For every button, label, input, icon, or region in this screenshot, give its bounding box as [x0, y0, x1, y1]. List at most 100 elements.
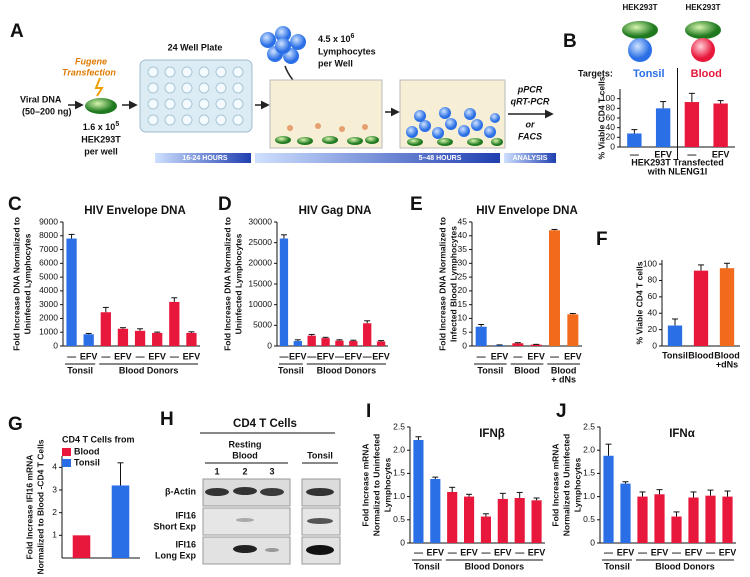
x-tick-label: EFV	[712, 149, 730, 159]
schematic: A Fugene Transfection Viral DNA (50–200 …	[10, 21, 556, 163]
group-label: Blood Donors	[119, 365, 179, 375]
y-tick-label: 7000	[39, 244, 58, 254]
y-tick-label: 15	[458, 299, 468, 309]
panel-letter: A	[10, 21, 24, 42]
y-tick-label: 40	[606, 122, 616, 132]
timeline-bar	[504, 153, 556, 163]
y-axis-label: Normalized to Uninfected	[561, 434, 571, 536]
chart-title: IFNβ	[479, 428, 505, 440]
x-tick-label: —	[515, 547, 524, 557]
row-label: IFI16	[175, 510, 196, 520]
y-tick-label: 1.0	[583, 491, 595, 501]
y-tick-label: 2.5	[393, 421, 405, 431]
bar	[307, 335, 316, 346]
bar	[413, 439, 424, 543]
bar	[627, 133, 642, 147]
y-tick-label: 30000	[248, 216, 272, 226]
lane-label: 1	[214, 466, 219, 476]
plate-label: 24 Well Plate	[168, 42, 223, 52]
x-tick-label: —	[136, 351, 145, 361]
bar	[530, 344, 542, 346]
bar	[100, 312, 111, 346]
timeline-label: 5–48 HOURS	[419, 155, 462, 162]
x-tick-label: Blood	[688, 350, 714, 360]
x-tick-label: —	[706, 547, 715, 557]
panel-letter: F	[596, 229, 608, 250]
y-axis-label: Fold Increase DNA Normalized to	[11, 217, 21, 351]
y-tick-label: 5000	[253, 320, 272, 330]
blot-title: CD4 T Cells	[233, 418, 297, 430]
cell-count-exponent: 5	[115, 121, 119, 128]
x-tick-label: EFV	[528, 547, 546, 557]
bar	[72, 535, 91, 558]
x-tick-label: —	[481, 547, 490, 557]
cell-label: HEK293T	[685, 3, 720, 12]
x-tick-label: +dNs	[716, 359, 738, 369]
bar	[531, 500, 542, 543]
bar	[293, 341, 302, 346]
panel-letter: D	[218, 194, 232, 215]
bar	[134, 330, 146, 346]
panel-letter: J	[556, 401, 567, 422]
wells	[147, 66, 244, 126]
y-tick-label: 1.0	[393, 491, 405, 501]
y-axis-label: Uninfected Lymphocytes	[22, 233, 32, 334]
y-axis-label: % Viable CD4 T cells	[634, 261, 644, 344]
bar	[169, 301, 180, 346]
panel-letter: B	[563, 31, 577, 52]
cell-per: per well	[84, 146, 118, 156]
bar	[66, 238, 77, 346]
x-tick-label: —	[363, 351, 372, 361]
bar	[514, 497, 525, 543]
bar	[186, 332, 197, 346]
lymphocyte-count-exponent: 6	[351, 33, 355, 40]
x-tick-label: Tonsil	[662, 350, 688, 360]
blot-group: Resting	[228, 439, 261, 449]
viral-dna-label: Viral DNA	[20, 94, 62, 104]
bar	[667, 325, 683, 346]
y-tick-label: 0	[400, 537, 405, 547]
group-label: Tonsil	[278, 365, 304, 375]
y-tick-label: 100	[643, 258, 657, 268]
bar	[722, 496, 733, 543]
group-label: Blood Donors	[317, 365, 377, 375]
bar	[705, 495, 716, 543]
x-tick-label: EFV	[719, 547, 737, 557]
lightning	[94, 77, 104, 97]
bar	[279, 238, 289, 346]
y-tick-label: 1000	[39, 326, 58, 336]
bar	[475, 326, 487, 346]
group-label: Tonsil	[604, 561, 630, 571]
row-label: Short Exp	[153, 521, 196, 531]
blot-group: Tonsil	[307, 450, 333, 460]
readout: pPCR	[517, 84, 543, 94]
y-tick-label: 0	[590, 537, 595, 547]
bar	[713, 103, 728, 147]
y-tick-label: 45	[458, 216, 468, 226]
cell-count-base: 1.6 x 10	[83, 122, 116, 132]
group-label: + dNs	[551, 374, 576, 384]
y-axis-label: Uninfected Lymphocytes	[233, 233, 243, 334]
y-tick-label: 0	[610, 141, 615, 151]
y-tick-label: 0	[462, 340, 467, 350]
x-tick-label: EFV	[617, 547, 635, 557]
y-tick-label: 1.5	[393, 468, 405, 478]
x-tick-label: —	[101, 351, 110, 361]
x-tick-label: EFV	[491, 351, 509, 361]
x-tick-label: —	[672, 547, 681, 557]
y-tick-label: 8000	[39, 230, 58, 240]
bar	[549, 230, 560, 346]
group-label: Tonsil	[633, 68, 665, 80]
x-axis-label: with NLENG1I	[647, 166, 708, 176]
y-tick-label: 0.5	[393, 514, 405, 524]
y-tick-label: 30	[458, 258, 468, 268]
panel-letter: C	[8, 194, 22, 215]
transfected-cells	[275, 136, 379, 145]
transfection-label: Fugene	[75, 56, 107, 66]
bar	[335, 340, 344, 346]
y-tick-label: 4	[52, 462, 57, 472]
row-label: Long Exp	[155, 550, 196, 560]
transfection-label: Transfection	[62, 67, 116, 77]
y-tick-label: 100	[601, 93, 615, 103]
